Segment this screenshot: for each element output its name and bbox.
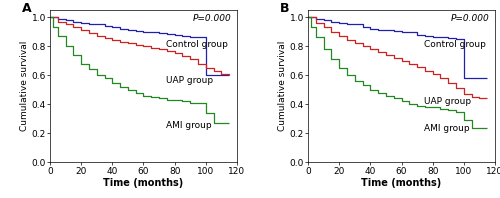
Text: P=0.000: P=0.000 [192,14,232,24]
Text: P=0.000: P=0.000 [450,14,490,24]
Text: UAP group: UAP group [166,75,213,85]
Text: Control group: Control group [424,40,486,50]
Text: A: A [22,2,32,15]
Text: Control group: Control group [166,40,228,50]
Text: AMI group: AMI group [166,121,212,130]
X-axis label: Time (months): Time (months) [104,178,184,188]
Text: UAP group: UAP group [424,97,471,106]
Y-axis label: Cumulative survival: Cumulative survival [278,41,286,131]
Y-axis label: Cumulative survival: Cumulative survival [20,41,28,131]
Text: B: B [280,2,289,15]
X-axis label: Time (months): Time (months) [362,178,442,188]
Text: AMI group: AMI group [424,124,470,133]
